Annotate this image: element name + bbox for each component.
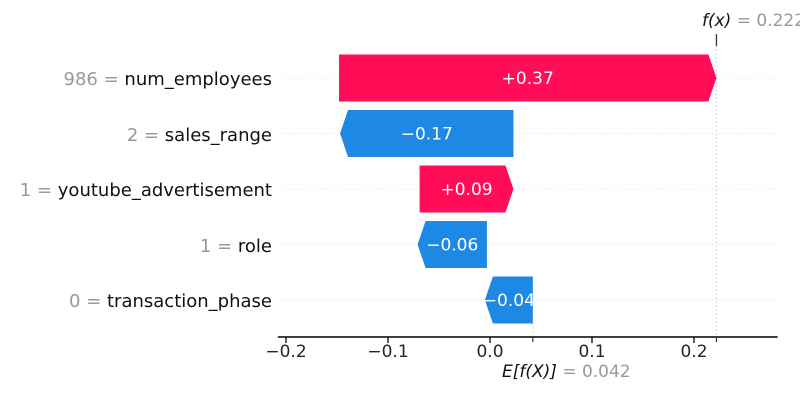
feature-value: 986 =	[63, 69, 125, 90]
feature-label-num_employees: 986 = num_employees	[0, 69, 272, 91]
feature-value: 0 =	[69, 291, 107, 312]
base-value: = 0.042	[562, 362, 631, 382]
feature-label-sales_range: 2 = sales_range	[0, 125, 272, 147]
feature-label-transaction_phase: 0 = transaction_phase	[0, 291, 272, 313]
feature-name: sales_range	[164, 124, 272, 146]
bar-sales_range	[340, 110, 514, 157]
feature-value: 1 =	[19, 180, 58, 201]
base-symbol: E[f(X)]	[502, 362, 557, 382]
x-tick-label-−0.2: −0.2	[265, 342, 307, 362]
fx-value: = 0.222	[736, 11, 800, 31]
bar-transaction_phase	[484, 276, 533, 324]
bar-role	[417, 221, 487, 268]
bar-value-label-num_employees: +0.37	[502, 69, 554, 89]
bar-youtube_advertisement	[419, 165, 514, 213]
feature-value: 2 =	[126, 124, 165, 146]
feature-label-youtube_advertisement: 1 = youtube_advertisement	[0, 180, 272, 202]
bar-num_employees	[339, 54, 717, 102]
feature-name: role	[237, 235, 272, 257]
bar-value-label-sales_range: −0.17	[401, 125, 453, 145]
base-value-annotation: E[f(X)] = 0.042	[502, 362, 631, 382]
feature-name: transaction_phase	[107, 291, 272, 312]
bar-value-label-transaction_phase: −0.04	[483, 291, 535, 311]
x-tick-label-0.1: 0.1	[578, 342, 606, 362]
feature-label-role: 1 = role	[0, 236, 272, 258]
x-tick-label-0.0: 0.0	[476, 342, 504, 362]
x-tick-label-−0.1: −0.1	[367, 342, 409, 362]
feature-name: youtube_advertisement	[57, 180, 272, 201]
fx-annotation: f(x) = 0.222	[702, 11, 800, 31]
bar-value-label-role: −0.06	[426, 236, 478, 256]
feature-value: 1 =	[199, 235, 238, 257]
bar-value-label-youtube_advertisement: +0.09	[440, 180, 492, 200]
fx-symbol: f(x)	[702, 11, 732, 31]
feature-name: num_employees	[124, 69, 272, 90]
x-tick-label-0.2: 0.2	[680, 342, 708, 362]
